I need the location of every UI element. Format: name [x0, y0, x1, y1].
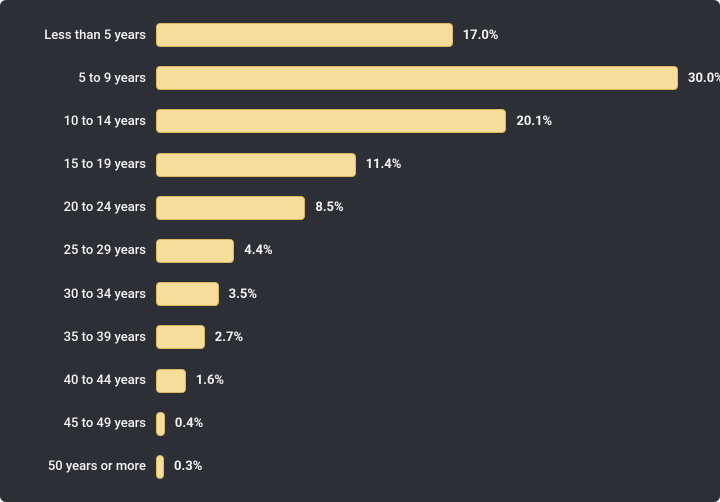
value-label: 0.3% [164, 459, 202, 474]
bar [156, 23, 453, 47]
value-label: 0.4% [165, 416, 203, 431]
bar [156, 412, 165, 436]
value-label: 11.4% [356, 157, 402, 172]
category-label: 45 to 49 years [14, 416, 156, 431]
bar [156, 455, 164, 479]
bar-row: 35 to 39 years 2.7% [14, 324, 700, 350]
value-label: 8.5% [305, 200, 343, 215]
bar-row: Less than 5 years 17.0% [14, 22, 700, 48]
bar-track: 0.3% [156, 454, 700, 480]
category-label: 5 to 9 years [14, 71, 156, 86]
bar-row: 10 to 14 years 20.1% [14, 108, 700, 134]
category-label: 20 to 24 years [14, 200, 156, 215]
bar-track: 17.0% [156, 22, 700, 48]
value-label: 3.5% [219, 287, 257, 302]
category-label: Less than 5 years [14, 28, 156, 43]
bar-row: 30 to 34 years 3.5% [14, 281, 700, 307]
bar [156, 109, 506, 133]
bar-track: 3.5% [156, 281, 700, 307]
bar-track: 0.4% [156, 411, 700, 437]
bar [156, 369, 186, 393]
value-label: 2.7% [205, 330, 243, 345]
value-label: 1.6% [186, 373, 224, 388]
bar-row: 20 to 24 years 8.5% [14, 195, 700, 221]
category-label: 50 years or more [14, 459, 156, 474]
bar-row: 15 to 19 years 11.4% [14, 152, 700, 178]
bar [156, 325, 205, 349]
category-label: 40 to 44 years [14, 373, 156, 388]
bar [156, 196, 305, 220]
bar-track: 1.6% [156, 368, 700, 394]
category-label: 25 to 29 years [14, 243, 156, 258]
bar [156, 239, 234, 263]
value-label: 4.4% [234, 243, 272, 258]
bar-track: 2.7% [156, 324, 700, 350]
bar [156, 153, 356, 177]
bar-row: 40 to 44 years 1.6% [14, 368, 700, 394]
bar [156, 66, 678, 90]
bar-track: 4.4% [156, 238, 700, 264]
value-label: 17.0% [453, 28, 499, 43]
bar-track: 11.4% [156, 152, 700, 178]
bar-row: 5 to 9 years30.0% [14, 65, 700, 91]
bar-track: 30.0% [156, 65, 720, 91]
bar [156, 282, 219, 306]
category-label: 15 to 19 years [14, 157, 156, 172]
bar-track: 8.5% [156, 195, 700, 221]
value-label: 30.0% [678, 71, 720, 86]
years-distribution-chart: Less than 5 years17.0%5 to 9 years30.0%1… [0, 0, 720, 502]
bar-row: 25 to 29 years 4.4% [14, 238, 700, 264]
bar-row: 45 to 49 years 0.4% [14, 411, 700, 437]
category-label: 35 to 39 years [14, 330, 156, 345]
bar-track: 20.1% [156, 108, 700, 134]
bar-row: 50 years or more 0.3% [14, 454, 700, 480]
category-label: 30 to 34 years [14, 287, 156, 302]
value-label: 20.1% [506, 114, 552, 129]
category-label: 10 to 14 years [14, 114, 156, 129]
